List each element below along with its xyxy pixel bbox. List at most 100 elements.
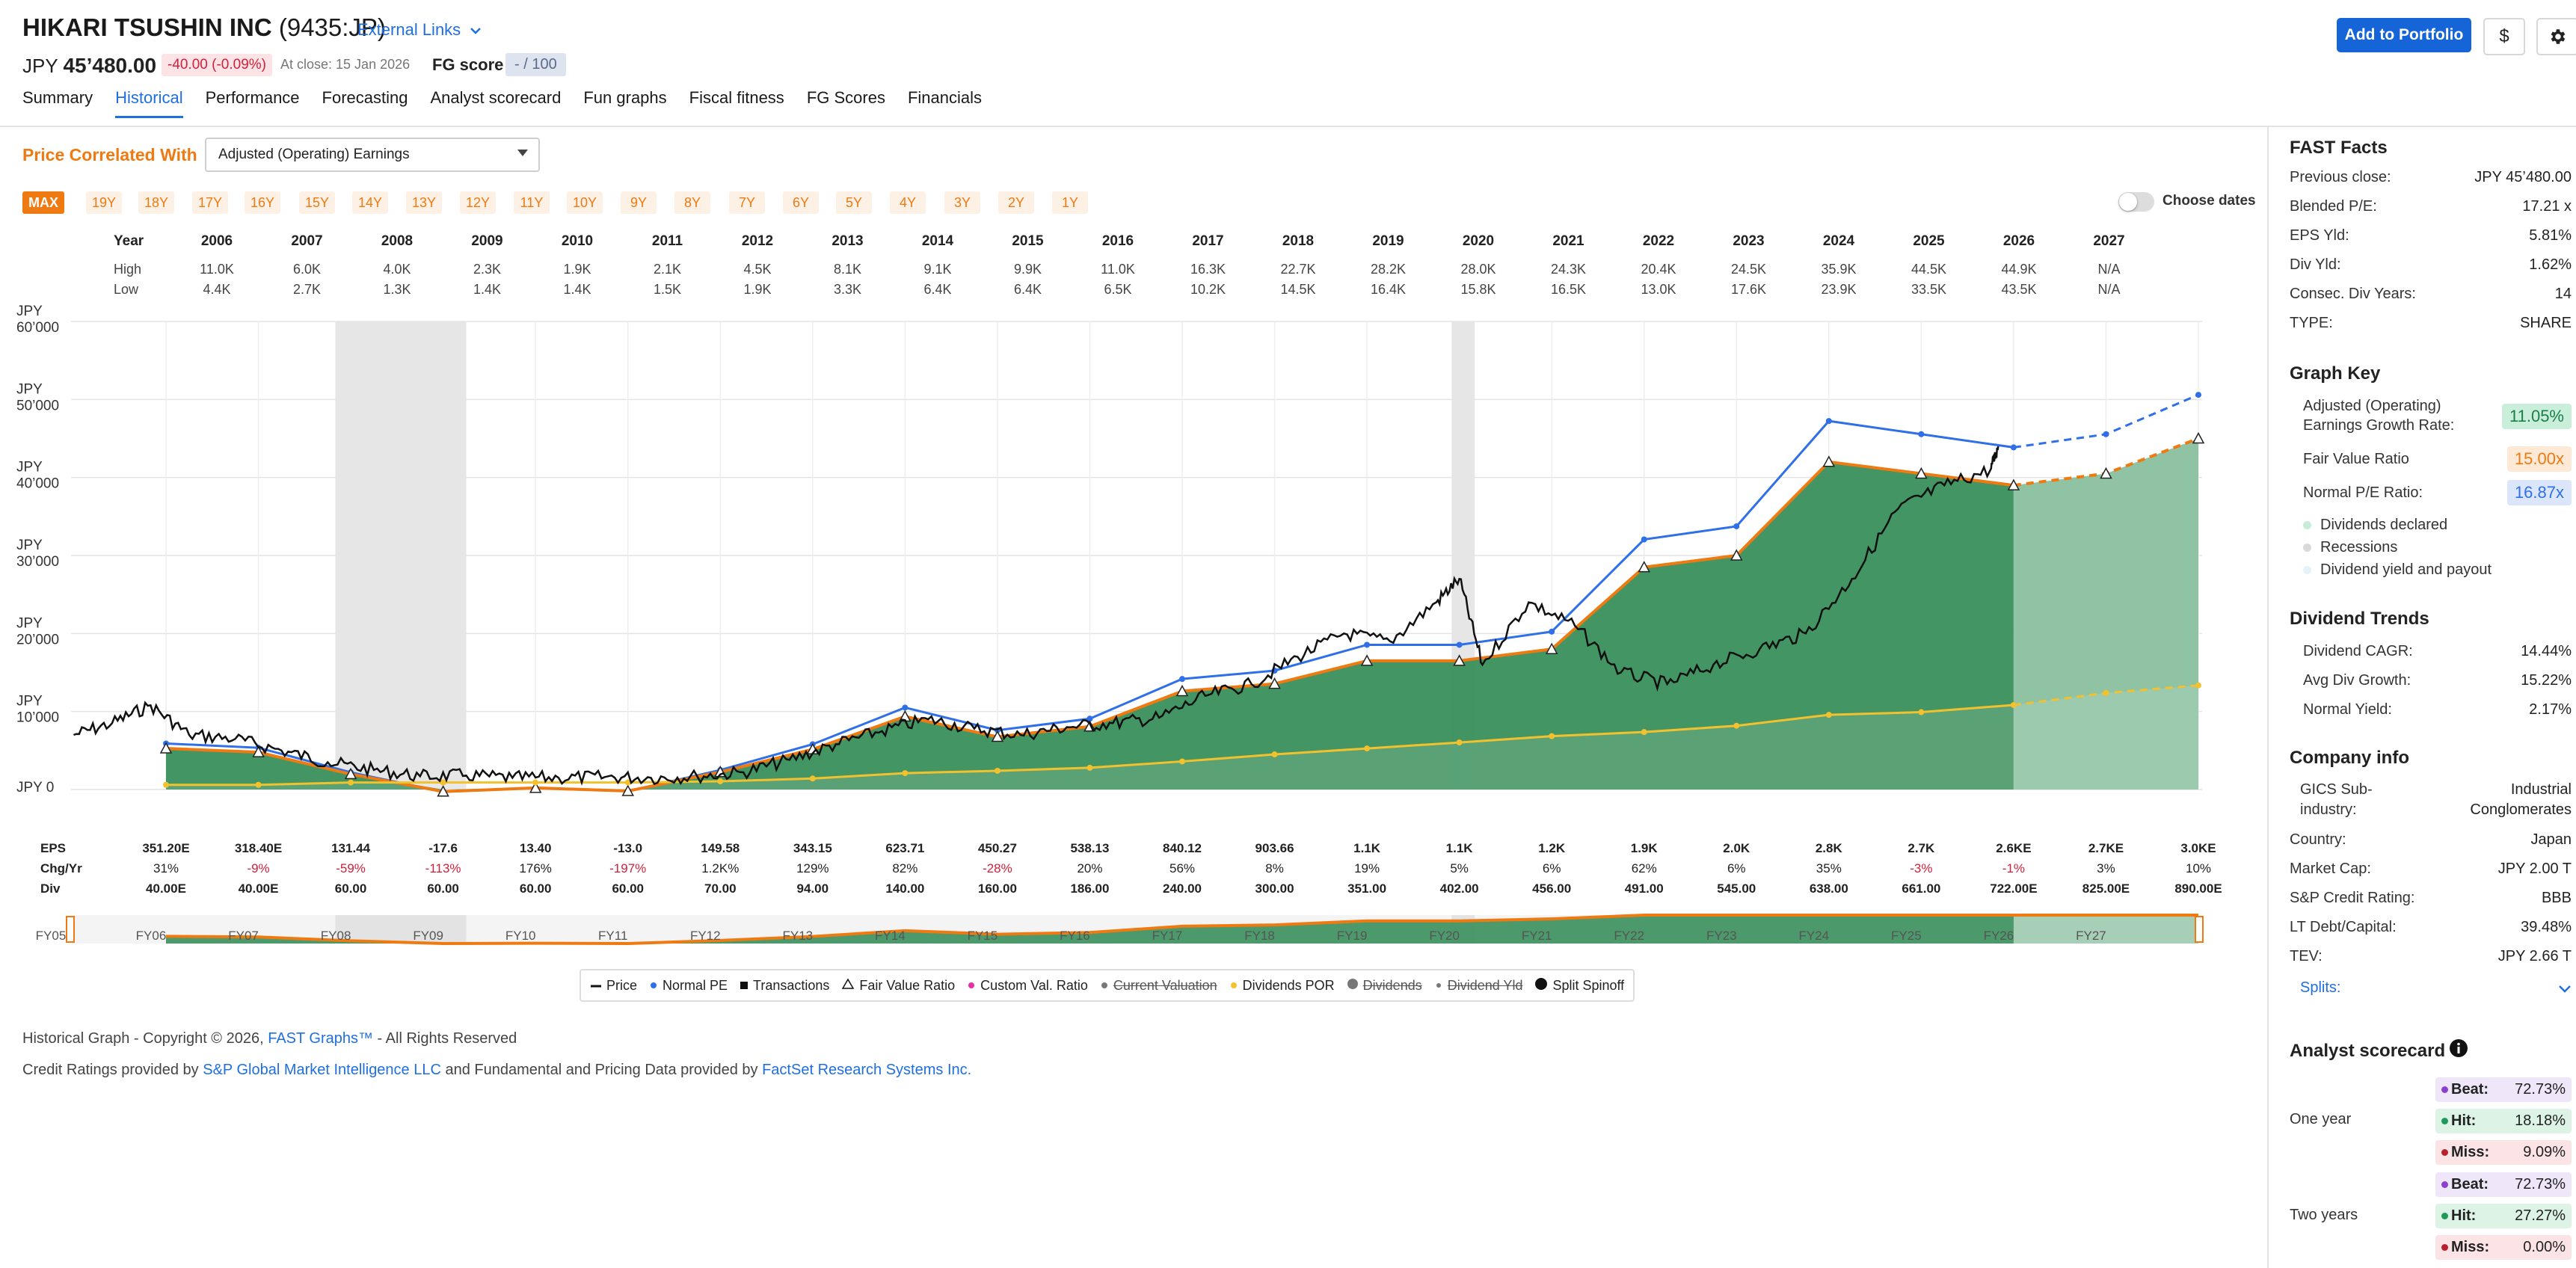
range-button-max[interactable]: MAX xyxy=(22,191,64,214)
range-button-12y[interactable]: 12Y xyxy=(460,191,496,214)
fastgraphs-link[interactable]: FAST Graphs™ xyxy=(268,1030,373,1047)
navigator-label: FY11 xyxy=(598,929,627,943)
gk-growth-badge[interactable]: 11.05% xyxy=(2502,404,2572,429)
range-button-9y[interactable]: 9Y xyxy=(621,191,657,214)
hilo-low-label: Low xyxy=(114,282,139,297)
chg-yr-value: 5% xyxy=(1450,861,1469,875)
gk-fv-label: Fair Value Ratio xyxy=(2303,451,2409,467)
navigator-label: FY25 xyxy=(1891,929,1922,943)
range-button-4y[interactable]: 4Y xyxy=(890,191,926,214)
fact-value: SHARE xyxy=(2520,315,2572,331)
range-button-17y[interactable]: 17Y xyxy=(192,191,228,214)
range-button-1y[interactable]: 1Y xyxy=(1052,191,1088,214)
gk-toggle-recessions[interactable]: Recessions xyxy=(2303,539,2397,556)
range-button-3y[interactable]: 3Y xyxy=(944,191,980,214)
range-button-7y[interactable]: 7Y xyxy=(729,191,765,214)
current-valuation-dot-icon xyxy=(1100,978,1109,994)
dividends-point xyxy=(532,779,539,786)
gk-fv-badge[interactable]: 15.00x xyxy=(2506,446,2572,472)
navigator-label: FY15 xyxy=(968,929,998,943)
factset-link[interactable]: FactSet Research Systems Inc. xyxy=(762,1062,972,1078)
tab-fg-scores[interactable]: FG Scores xyxy=(806,88,885,107)
dividend-yld-dot-icon xyxy=(1434,978,1443,994)
eps-value: 1.1K xyxy=(1445,841,1473,855)
navigator-label: FY22 xyxy=(1614,929,1644,943)
range-button-13y[interactable]: 13Y xyxy=(406,191,442,214)
gk-pe-badge[interactable]: 16.87x xyxy=(2506,480,2572,505)
hilo-low: 6.4K xyxy=(923,282,952,297)
tab-financials[interactable]: Financials xyxy=(907,88,982,107)
settings-button[interactable] xyxy=(2536,18,2576,55)
range-button-10y[interactable]: 10Y xyxy=(567,191,603,214)
gk-toggle-yield[interactable]: Dividend yield and payout xyxy=(2303,561,2492,579)
chevron-down-icon[interactable] xyxy=(2558,983,2572,994)
div-value: 60.00 xyxy=(334,881,367,896)
scorecard-key-label: Beat: xyxy=(2451,1081,2489,1098)
legend-item-custom-val-ratio[interactable]: Custom Val. Ratio xyxy=(967,978,1088,994)
div-value: 160.00 xyxy=(977,881,1017,896)
div-value: 351.00 xyxy=(1347,881,1387,896)
legend-item-current-valuation[interactable]: Current Valuation xyxy=(1100,978,1217,994)
company-info-value: JPY 2.00 T xyxy=(2497,861,2572,877)
legend-item-normal-pe[interactable]: Normal PE xyxy=(649,978,728,994)
tab-fun-graphs[interactable]: Fun graphs xyxy=(583,88,667,107)
range-button-14y[interactable]: 14Y xyxy=(352,191,388,214)
tab-forecasting[interactable]: Forecasting xyxy=(322,88,408,107)
tab-historical[interactable]: Historical xyxy=(115,88,183,118)
tab-performance[interactable]: Performance xyxy=(205,88,300,107)
gk-growth-label-1: Adjusted (Operating) xyxy=(2303,398,2441,414)
legend-item-fair-value-ratio[interactable]: Fair Value Ratio xyxy=(841,978,955,994)
legend-item-price[interactable]: Price xyxy=(590,978,637,994)
info-icon[interactable] xyxy=(2448,1038,2469,1059)
eps-value: 13.40 xyxy=(519,841,552,855)
tab-analyst-scorecard[interactable]: Analyst scorecard xyxy=(430,88,562,107)
range-button-6y[interactable]: 6Y xyxy=(783,191,819,214)
historical-chart[interactable]: JPY 60’000 JPY 50’000 JPY 40’000 JPY 30’000 JPY 2… xyxy=(0,299,2251,807)
fair-value-marker xyxy=(621,784,634,796)
dividends-dot-icon xyxy=(2303,521,2311,530)
sp-global-link[interactable]: S&P Global Market Intelligence LLC xyxy=(203,1062,441,1078)
div-value: 140.00 xyxy=(885,881,925,896)
range-button-16y[interactable]: 16Y xyxy=(245,191,280,214)
scorecard-key: Hit: xyxy=(2441,1112,2476,1130)
dividends-point xyxy=(994,767,1000,774)
hilo-low: 17.6K xyxy=(1730,282,1767,297)
navigator-right-handle[interactable] xyxy=(2195,916,2204,943)
add-to-portfolio-button[interactable]: Add to Portfolio xyxy=(2337,18,2471,52)
legend-item-transactions[interactable]: Transactions xyxy=(740,978,829,994)
legend-item-dividend-yld[interactable]: Dividend Yld xyxy=(1434,978,1522,994)
legend-label: Price xyxy=(606,977,638,993)
range-button-18y[interactable]: 18Y xyxy=(138,191,174,214)
forecast-area xyxy=(2013,438,2198,790)
range-button-8y[interactable]: 8Y xyxy=(674,191,710,214)
range-button-2y[interactable]: 2Y xyxy=(998,191,1034,214)
hilo-year: 2020 xyxy=(1462,233,1495,249)
gk-toggle-dividends[interactable]: Dividends declared xyxy=(2303,517,2447,534)
div-trend-label: Normal Yield: xyxy=(2303,701,2392,718)
metric-select[interactable]: Adjusted (Operating) Earnings xyxy=(205,138,540,172)
legend-item-dividends-por[interactable]: Dividends POR xyxy=(1229,978,1335,994)
div-value: 722.00E xyxy=(1990,881,2038,896)
tab-summary[interactable]: Summary xyxy=(22,88,93,107)
range-navigator[interactable]: FY05 FY06 FY07 FY08 FY09 FY10 FY11 FY12 FY13 FY14… xyxy=(0,905,2251,950)
normal-pe-point xyxy=(2103,431,2109,437)
external-links-dropdown[interactable]: External Links xyxy=(357,20,482,40)
legend-item-dividends[interactable]: Dividends xyxy=(1347,978,1422,994)
range-button-15y[interactable]: 15Y xyxy=(299,191,335,214)
chg-yr-value: 35% xyxy=(1816,861,1842,875)
fair-value-marker xyxy=(437,785,449,797)
currency-button[interactable]: $ xyxy=(2483,18,2525,55)
range-button-11y[interactable]: 11Y xyxy=(514,191,550,214)
legend-item-split-spinoff[interactable]: Split Spinoff xyxy=(1534,977,1624,994)
navigator-left-handle[interactable] xyxy=(66,916,75,943)
navigator-label: FY05 xyxy=(36,929,67,943)
splits-toggle[interactable]: Splits: xyxy=(2300,979,2341,996)
tab-fiscal-fitness[interactable]: Fiscal fitness xyxy=(689,88,784,107)
choose-dates-toggle[interactable] xyxy=(2118,192,2154,212)
hilo-year: 2015 xyxy=(1012,233,1044,249)
dividends-point xyxy=(2010,702,2017,709)
fast-facts-title: FAST Facts xyxy=(2290,138,2388,158)
scorecard-value: 0.00% xyxy=(2523,1239,2566,1255)
range-button-19y[interactable]: 19Y xyxy=(86,191,122,214)
range-button-5y[interactable]: 5Y xyxy=(836,191,872,214)
